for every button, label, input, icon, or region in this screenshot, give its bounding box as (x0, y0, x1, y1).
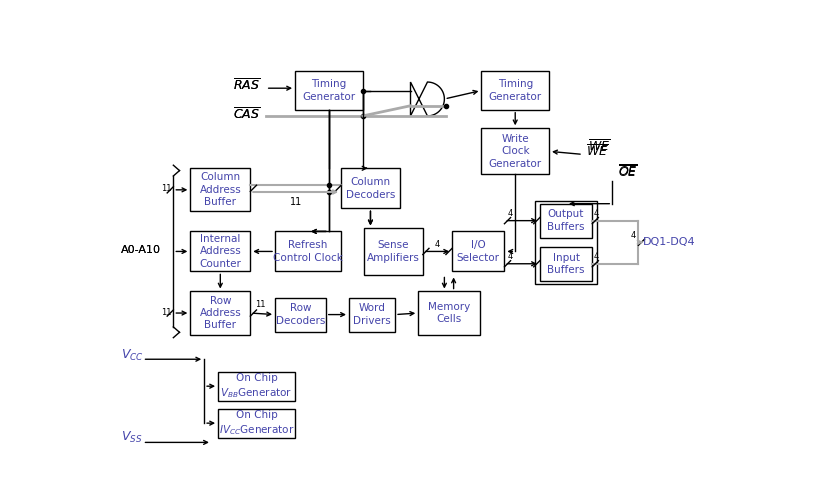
Text: Row
Address
Buffer: Row Address Buffer (199, 296, 242, 331)
Bar (481, 128, 549, 174)
Text: Word
Drivers: Word Drivers (353, 303, 391, 326)
Text: 4: 4 (508, 252, 512, 261)
Text: 4: 4 (435, 240, 440, 249)
Text: Write
Clock
Generator: Write Clock Generator (489, 134, 542, 169)
Text: Memory
Cells: Memory Cells (428, 302, 470, 324)
Text: Refresh
Control Clock: Refresh Control Clock (273, 240, 343, 263)
Text: $V_{SS}$: $V_{SS}$ (121, 430, 142, 445)
Bar (275, 298, 326, 332)
Text: $\overline{RAS}$: $\overline{RAS}$ (233, 78, 260, 93)
Text: 4: 4 (594, 252, 599, 261)
Text: Internal
Address
Counter: Internal Address Counter (199, 234, 242, 269)
Text: 11: 11 (161, 307, 171, 317)
Text: $\overline{OE}$: $\overline{OE}$ (619, 163, 638, 179)
Bar (540, 247, 592, 281)
Text: 4: 4 (631, 231, 636, 239)
Bar (190, 291, 251, 335)
Bar (341, 168, 400, 208)
Bar (535, 201, 596, 284)
Bar (364, 228, 423, 275)
Bar (218, 371, 295, 401)
Text: $\overline{CAS}$: $\overline{CAS}$ (233, 107, 260, 122)
Text: 4: 4 (594, 209, 599, 218)
Text: On Chip
$IV_{CC}$Generator: On Chip $IV_{CC}$Generator (219, 410, 295, 436)
Text: 4: 4 (508, 209, 512, 218)
Text: $\overline{CAS}$: $\overline{CAS}$ (233, 107, 260, 122)
Bar (540, 204, 592, 237)
Text: Column
Decoders: Column Decoders (346, 177, 395, 200)
Bar (419, 291, 480, 335)
Text: I/O
Selector: I/O Selector (457, 240, 499, 263)
Text: $\overline{RAS}$: $\overline{RAS}$ (233, 78, 260, 93)
Text: $\overline{WE}$: $\overline{WE}$ (586, 144, 608, 159)
Text: A0-A10: A0-A10 (121, 245, 161, 255)
Text: Timing
Generator: Timing Generator (302, 79, 356, 102)
Bar (349, 298, 395, 332)
Bar (452, 231, 504, 272)
Text: DQ1-DQ4: DQ1-DQ4 (643, 237, 696, 247)
Text: Row
Decoders: Row Decoders (276, 303, 325, 326)
Text: 11: 11 (290, 197, 302, 207)
Text: 11: 11 (255, 300, 265, 309)
Text: Timing
Generator: Timing Generator (489, 79, 542, 102)
Text: $\overline{WE}$: $\overline{WE}$ (588, 139, 610, 154)
Text: 11: 11 (161, 184, 171, 194)
Bar (190, 231, 251, 272)
Text: A0-A10: A0-A10 (121, 245, 161, 255)
Polygon shape (410, 82, 445, 116)
Bar (295, 71, 363, 110)
Bar (190, 168, 251, 211)
Text: $\overline{OE}$: $\overline{OE}$ (619, 165, 638, 180)
Text: On Chip
$V_{BB}$Generator: On Chip $V_{BB}$Generator (220, 373, 293, 400)
Bar (481, 71, 549, 110)
Text: $V_{CC}$: $V_{CC}$ (121, 348, 144, 363)
Bar (218, 409, 295, 438)
Bar (275, 231, 341, 272)
Text: Output
Buffers: Output Buffers (548, 210, 585, 232)
Text: Input
Buffers: Input Buffers (548, 253, 585, 275)
Text: Sense
Amplifiers: Sense Amplifiers (367, 240, 420, 263)
Text: Column
Address
Buffer: Column Address Buffer (199, 172, 242, 207)
